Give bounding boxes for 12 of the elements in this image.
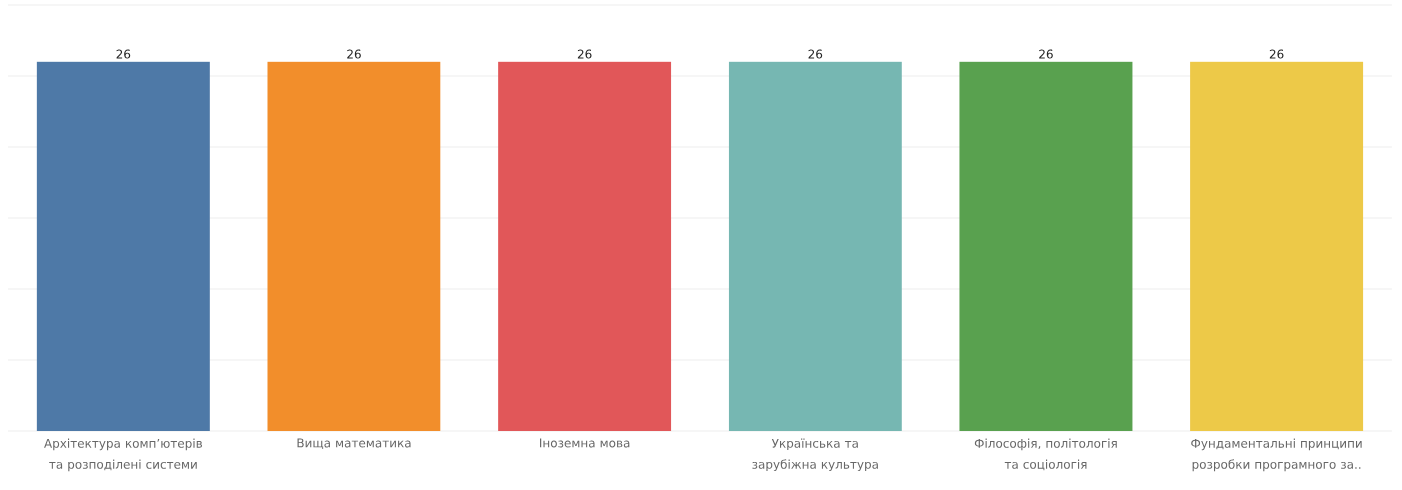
x-tick-label: Філософія, політологія та соціологія [974,438,1117,471]
data-label: 26 [808,49,823,59]
data-label: 26 [1269,49,1284,59]
data-label: 26 [116,49,131,59]
x-tick-label: Українська та зарубіжна культура [752,438,878,472]
x-tick-label: Іноземна мова [540,438,630,448]
data-label: 26 [577,49,592,59]
x-tick-label: Фундаментальні принципи розробки програмного за.. [1191,438,1362,472]
data-label: 26 [347,49,361,59]
x-tick-label: Вища математика [297,438,411,449]
data-label: 26 [1039,49,1053,59]
x-tick-label: Архітектура комп’ютерів та розподілені системи [44,438,203,472]
